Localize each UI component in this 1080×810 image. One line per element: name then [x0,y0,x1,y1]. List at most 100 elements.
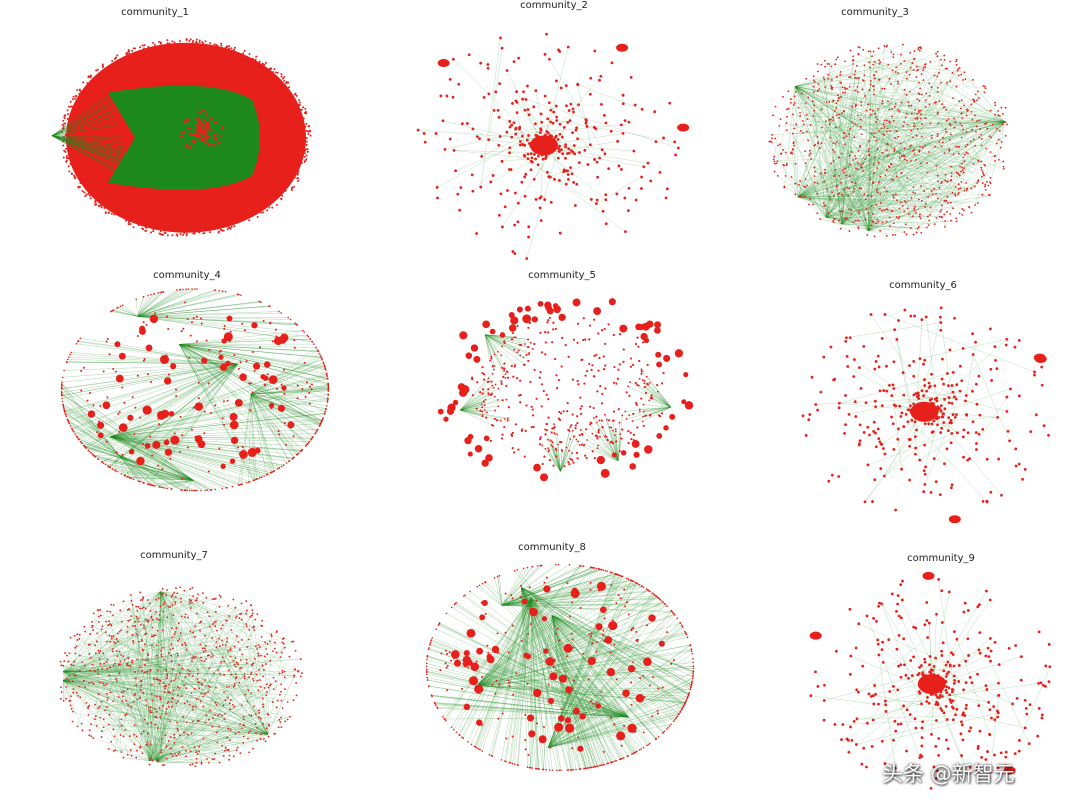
edge [786,129,849,196]
node [307,125,310,128]
node [881,221,884,224]
node [784,175,787,177]
node [170,488,173,490]
edge [118,454,160,488]
node [919,217,922,220]
edge [617,438,622,461]
edge [77,683,90,727]
cluster-node [263,361,271,368]
node [970,211,973,214]
edge [160,591,228,751]
edge [113,309,138,317]
edge [118,454,144,483]
node [196,132,200,136]
node [919,145,921,148]
edge [849,146,936,189]
node [644,386,647,389]
node [132,478,135,481]
edge [160,591,213,654]
edge [180,587,285,678]
node [948,149,951,152]
node [970,187,973,190]
cluster-node [260,374,266,380]
edge [841,126,885,225]
edge [205,650,247,660]
node [207,135,211,139]
node [321,418,324,421]
edge [237,723,241,748]
edge [95,656,281,717]
edge [134,591,161,627]
node [278,310,280,313]
node [588,92,592,96]
edge [868,220,951,231]
edge [157,630,278,763]
edge [794,86,943,206]
edge [459,378,489,411]
edge [193,480,202,491]
node [267,473,269,476]
edge [459,387,495,411]
node [514,363,517,366]
node [892,119,895,122]
node [774,105,777,108]
edge [160,591,250,631]
node [776,174,779,177]
node [905,71,908,73]
edge [806,131,869,231]
edge [61,363,238,383]
node [778,125,781,127]
edge [63,671,291,717]
node [989,176,992,179]
node [293,346,296,349]
edge [868,195,872,231]
edge [974,121,1005,206]
cluster-node [508,324,517,332]
edge [93,613,128,755]
edge [850,68,946,129]
node [868,89,871,91]
node [662,371,665,375]
node [523,144,527,147]
node [525,257,529,260]
edge [543,76,602,145]
edge [149,712,260,761]
node [305,129,308,132]
edge [157,640,179,763]
edge [606,436,619,462]
node [615,382,618,385]
node [912,402,916,406]
edge [834,219,869,231]
edge [241,613,268,735]
node [943,152,946,155]
edge [871,125,951,134]
edge [110,385,329,437]
node [817,82,820,85]
node [985,122,988,125]
node [585,370,589,373]
node [881,102,884,105]
node [872,63,875,66]
cluster-node [593,307,602,315]
edge [62,680,148,724]
node [909,314,913,318]
node [803,195,806,198]
node [159,291,161,294]
node [807,139,810,142]
edge [797,196,906,203]
edge [137,289,187,317]
edge [942,88,986,138]
node [629,365,633,368]
edge [923,410,942,471]
node [489,180,493,184]
edge [149,724,244,761]
node [535,397,538,400]
node [814,403,818,406]
edge [868,75,959,231]
node [230,47,233,50]
edge [826,135,917,218]
node [822,202,825,205]
edge [794,96,864,172]
cluster-node [572,298,581,307]
edge [106,598,182,642]
